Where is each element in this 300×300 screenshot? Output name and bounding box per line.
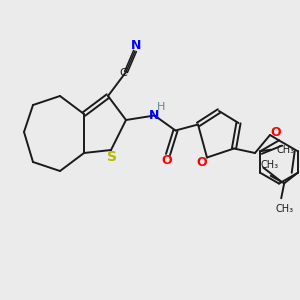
Text: N: N (130, 39, 141, 52)
Text: CH₃: CH₃ (260, 160, 278, 170)
Text: S: S (107, 150, 118, 164)
Text: O: O (161, 154, 172, 167)
Text: O: O (196, 156, 207, 170)
Text: CH₃: CH₃ (275, 204, 293, 214)
Text: O: O (270, 125, 281, 139)
Text: CH₃: CH₃ (277, 145, 295, 155)
Text: H: H (157, 102, 165, 112)
Text: N: N (149, 109, 160, 122)
Text: C: C (119, 68, 127, 79)
